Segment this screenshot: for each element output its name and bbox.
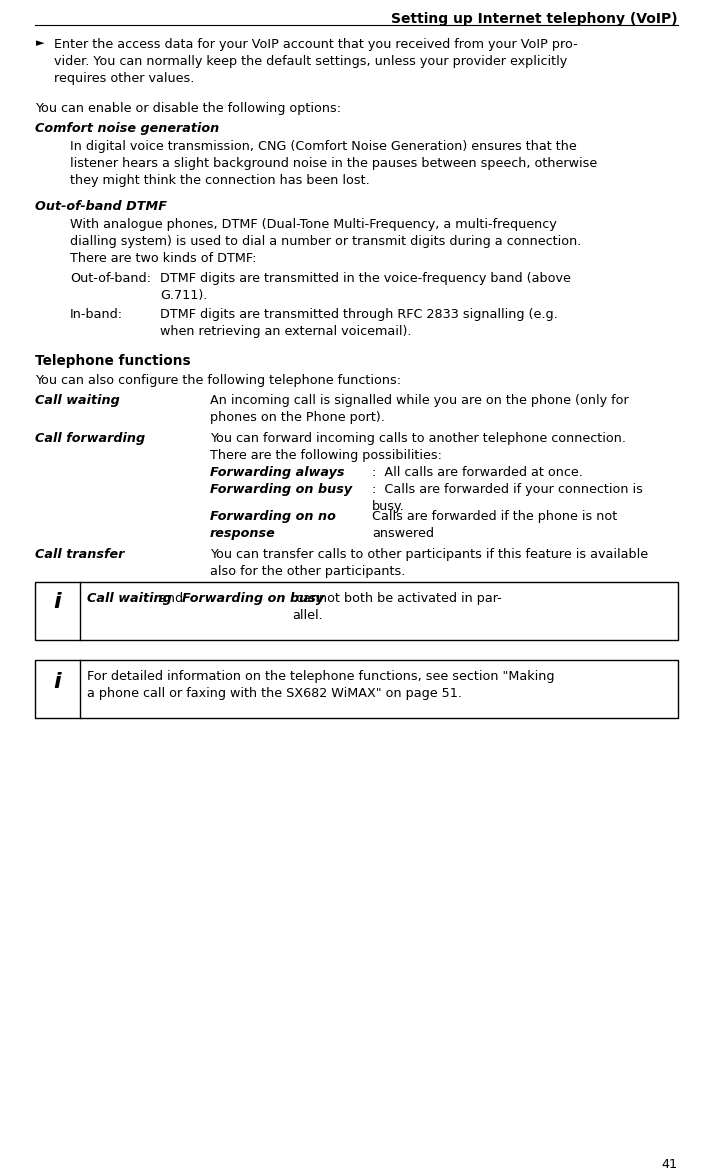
Text: Forwarding on busy: Forwarding on busy xyxy=(182,592,324,605)
Text: Out-of-band:: Out-of-band: xyxy=(70,272,151,285)
Text: and: and xyxy=(155,592,187,605)
Text: In-band:: In-band: xyxy=(70,308,123,321)
Text: :  Calls are forwarded if your connection is
busy.: : Calls are forwarded if your connection… xyxy=(372,483,643,513)
Text: You can also configure the following telephone functions:: You can also configure the following tel… xyxy=(35,374,401,387)
Text: Call waiting: Call waiting xyxy=(35,394,120,407)
Text: You can forward incoming calls to another telephone connection.
There are the fo: You can forward incoming calls to anothe… xyxy=(210,432,626,462)
Text: Enter the access data for your VoIP account that you received from your VoIP pro: Enter the access data for your VoIP acco… xyxy=(54,38,578,84)
Text: Call transfer: Call transfer xyxy=(35,548,124,561)
Text: Forwarding on no
response: Forwarding on no response xyxy=(210,510,336,540)
Text: An incoming call is signalled while you are on the phone (only for
phones on the: An incoming call is signalled while you … xyxy=(210,394,629,423)
Text: cannot both be activated in par-
allel.: cannot both be activated in par- allel. xyxy=(292,592,502,622)
Text: For detailed information on the telephone functions, see section "Making
a phone: For detailed information on the telephon… xyxy=(87,670,555,700)
Text: 41: 41 xyxy=(662,1158,678,1171)
Text: i: i xyxy=(53,672,61,692)
Text: ►: ► xyxy=(36,38,44,48)
Text: Comfort noise generation: Comfort noise generation xyxy=(35,122,220,135)
Text: Call waiting: Call waiting xyxy=(87,592,172,605)
Text: Call forwarding: Call forwarding xyxy=(35,432,145,445)
Text: Calls are forwarded if the phone is not
answered: Calls are forwarded if the phone is not … xyxy=(372,510,617,540)
Text: Forwarding on busy: Forwarding on busy xyxy=(210,483,352,496)
Text: :  All calls are forwarded at once.: : All calls are forwarded at once. xyxy=(372,466,583,479)
Text: Telephone functions: Telephone functions xyxy=(35,354,190,368)
Text: DTMF digits are transmitted through RFC 2833 signalling (e.g.
when retrieving an: DTMF digits are transmitted through RFC … xyxy=(160,308,558,338)
Text: In digital voice transmission, CNG (Comfort Noise Generation) ensures that the
l: In digital voice transmission, CNG (Comf… xyxy=(70,140,597,187)
Text: With analogue phones, DTMF (Dual-Tone Multi-Frequency, a multi-frequency
diallin: With analogue phones, DTMF (Dual-Tone Mu… xyxy=(70,218,581,265)
Bar xyxy=(35,660,678,718)
Text: Forwarding always: Forwarding always xyxy=(210,466,344,479)
Text: DTMF digits are transmitted in the voice-frequency band (above
G.711).: DTMF digits are transmitted in the voice… xyxy=(160,272,571,301)
Text: You can transfer calls to other participants if this feature is available
also f: You can transfer calls to other particip… xyxy=(210,548,648,578)
Text: i: i xyxy=(53,592,61,612)
Text: Out-of-band DTMF: Out-of-band DTMF xyxy=(35,201,167,213)
Bar xyxy=(35,582,678,640)
Text: Setting up Internet telephony (VoIP): Setting up Internet telephony (VoIP) xyxy=(391,12,678,26)
Text: You can enable or disable the following options:: You can enable or disable the following … xyxy=(35,102,341,115)
